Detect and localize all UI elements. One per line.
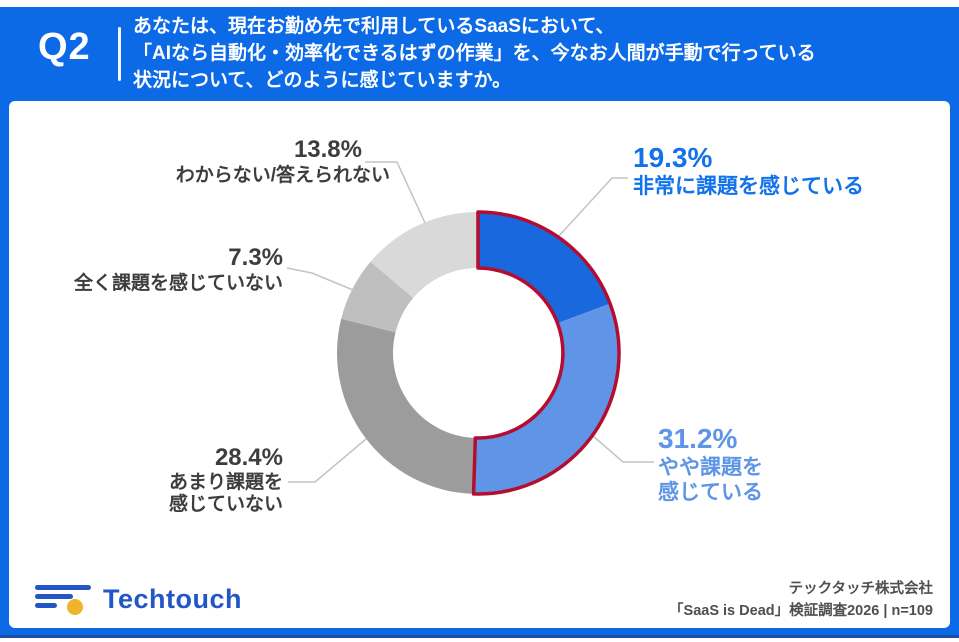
callout-wakaranai-pct: 13.8% [293, 136, 362, 163]
callout-mattaku-label: 全く課題を感じていない [73, 273, 283, 294]
callout-yaya-label-1: やや課題を [658, 456, 763, 479]
callout-amari: 28.4% あまり課題を 感じていない [150, 444, 283, 516]
callout-amari-pct: 28.4% [214, 444, 283, 471]
question-line-2: 「AIなら自動化・効率化できるはずの作業」を、今なお人間が手動で行っている [133, 43, 816, 64]
source-company: テックタッチ株式会社 [788, 581, 933, 597]
callout-yaya-pct: 31.2% [658, 423, 738, 454]
callout-yaya-label-2: 感じている [658, 481, 763, 504]
question-number: Q2 [38, 26, 91, 68]
question-separator [118, 27, 121, 81]
callout-hijou: 19.3% 非常に課題を感じている [633, 142, 933, 200]
callout-mattaku: 7.3% 全く課題を感じていない [60, 244, 283, 296]
callout-hijou-pct: 19.3% [633, 142, 713, 173]
callout-mattaku-pct: 7.3% [228, 244, 283, 271]
callout-amari-label-1: あまり課題を [168, 472, 283, 493]
source-survey: 「SaaS is Dead」検証調査2026 | n=109 [669, 603, 933, 619]
question-text: あなたは、現在お勤め先で利用しているSaaSにおいて、 「AIなら自動化・効率化… [133, 13, 943, 94]
source-attribution: テックタッチ株式会社 「SaaS is Dead」検証調査2026 | n=10… [669, 578, 933, 622]
callout-amari-label-2: 感じていない [168, 494, 283, 515]
techtouch-logo-icon [35, 585, 91, 615]
callout-wakaranai: 13.8% わからない/答えられない [150, 136, 390, 188]
question-line-1: あなたは、現在お勤め先で利用しているSaaSにおいて、 [133, 16, 615, 37]
callout-hijou-label: 非常に課題を感じている [633, 175, 864, 198]
techtouch-logo: Techtouch [33, 583, 242, 615]
logo-dot [67, 599, 83, 615]
callout-yaya: 31.2% やや課題を 感じている [658, 423, 918, 505]
techtouch-logo-text: Techtouch [103, 583, 242, 614]
callout-wakaranai-label: わからない/答えられない [175, 165, 390, 186]
question-line-3: 状況について、どのように感じていますか。 [133, 70, 512, 91]
